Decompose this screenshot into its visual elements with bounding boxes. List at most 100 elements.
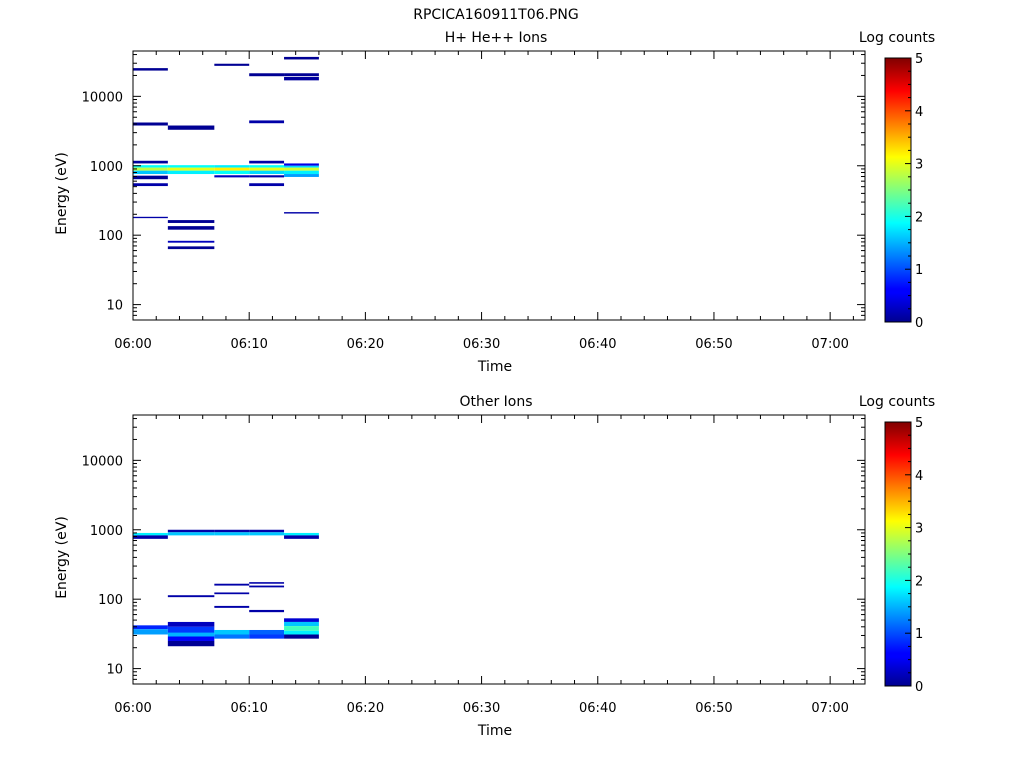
heatmap-cell: [249, 167, 285, 171]
heatmap-cell: [284, 621, 319, 627]
heatmap-cell: [167, 621, 215, 627]
heatmap-cell: [133, 160, 168, 164]
x-tick-label: 07:00: [811, 337, 848, 352]
heatmap-cell: [284, 535, 319, 539]
x-tick-label: 06:10: [230, 337, 267, 352]
heatmap-cell: [249, 629, 285, 635]
heatmap-cell: [133, 532, 168, 536]
x-axis-label: Time: [477, 723, 512, 739]
y-tick-label: 10: [106, 663, 123, 678]
x-tick-label: 06:50: [695, 701, 732, 716]
heatmap-cell: [249, 585, 285, 588]
heatmap-cell: [284, 165, 319, 168]
heatmap-cell: [167, 640, 215, 647]
colorbar-tick-label: 2: [915, 210, 923, 225]
heatmap-cell: [249, 170, 285, 175]
plot-frame: [132, 414, 866, 685]
y-tick-label: 1000: [90, 160, 123, 175]
heatmap-cell: [133, 629, 168, 635]
x-tick-label: 06:40: [579, 701, 616, 716]
heatmap-cell: [214, 629, 250, 635]
y-tick-label: 10: [106, 299, 123, 314]
x-tick-label: 06:20: [347, 337, 384, 352]
heatmap-cell: [249, 532, 285, 536]
panel-other-ions: Other Ions 06:00 06:10 06:20 06:30 06:40 06:50…: [54, 394, 935, 739]
heatmap-cell: [167, 125, 215, 130]
x-tick-label: 07:00: [811, 701, 848, 716]
heatmap-cell: [249, 582, 285, 584]
x-tick-label: 06:00: [114, 701, 151, 716]
heatmap-cell: [249, 634, 285, 639]
heatmap-cell: [284, 167, 319, 171]
heatmap-cell: [214, 605, 250, 608]
y-tick-label: 1000: [90, 524, 123, 539]
heatmap-cell: [133, 535, 168, 539]
heatmap-cell: [167, 626, 215, 634]
colorbar-tick-label: 4: [915, 469, 923, 484]
heatmap-cell: [284, 618, 319, 622]
heatmap-cell: [214, 583, 250, 586]
heatmap-cell: [249, 609, 285, 613]
heatmap-cell: [214, 634, 250, 639]
x-axis: 06:00 06:10 06:20 06:30 06:40 06:50 07:00 Time: [114, 51, 854, 375]
heatmap-cell: [284, 532, 319, 536]
heatmap-cell: [167, 636, 215, 641]
heatmap-cell: [284, 170, 319, 175]
y-axis-label: Energy (eV): [54, 516, 70, 599]
x-tick-label: 06:10: [230, 701, 267, 716]
colorbar: Log counts 0 1 2 3 4 5: [859, 394, 935, 695]
heatmap-cell: [167, 220, 215, 223]
heatmap-cell: [249, 165, 285, 168]
heatmap-cell: [167, 529, 215, 533]
heatmap-cell: [284, 626, 319, 631]
heatmap-cell: [167, 226, 215, 230]
x-tick-label: 06:20: [347, 701, 384, 716]
heatmap-cell: [214, 165, 250, 168]
y-tick-label: 10000: [82, 90, 123, 105]
y-axis: 10 100 1000 10000 Energy (eV): [54, 418, 865, 685]
heatmap-cells: [133, 56, 319, 250]
colorbar-tick-label: 3: [915, 158, 923, 173]
heatmap-cell: [214, 529, 250, 533]
heatmap-cell: [284, 630, 319, 635]
colorbar-gradient: [884, 57, 912, 323]
x-tick-label: 06:30: [463, 337, 500, 352]
colorbar: Log counts 0 1 2 3 4 5: [859, 30, 935, 331]
heatmap-cell: [167, 165, 215, 168]
figure-title: RPCICA160911T06.PNG: [413, 7, 578, 23]
heatmap-cell: [284, 163, 319, 166]
colorbar-label: Log counts: [859, 30, 935, 46]
y-tick-label: 100: [98, 593, 123, 608]
x-tick-label: 06:40: [579, 337, 616, 352]
heatmap-cell: [167, 167, 215, 171]
heatmap-cell: [284, 634, 319, 639]
heatmap-cell: [167, 532, 215, 536]
colorbar-tick-label: 5: [915, 52, 923, 67]
colorbar-gradient: [884, 421, 912, 687]
x-tick-label: 06:00: [114, 337, 151, 352]
colorbar-tick-label: 1: [915, 627, 923, 642]
heatmap-cell: [284, 56, 319, 60]
y-tick-label: 100: [98, 229, 123, 244]
panel-title: H+ He++ Ions: [445, 30, 548, 46]
heatmap-cell: [249, 73, 285, 77]
heatmap-cell: [284, 76, 319, 81]
heatmap-cell: [133, 170, 168, 175]
heatmap-cell: [214, 167, 250, 171]
colorbar-tick-label: 0: [915, 680, 923, 695]
heatmap-cells: [133, 529, 319, 647]
panels: H+ He++ Ions 06:00 06:10 06:20 06:30 06:40 06:…: [54, 30, 935, 739]
colorbar-tick-label: 5: [915, 416, 923, 431]
plot-frame: [132, 50, 866, 321]
heatmap-cell: [284, 73, 319, 77]
heatmap-cell: [133, 625, 168, 630]
colorbar-tick-label: 1: [915, 263, 923, 278]
heatmap-cell: [167, 240, 215, 243]
heatmap-cell: [133, 122, 168, 126]
heatmap-cell: [249, 529, 285, 533]
colorbar-tick-label: 0: [915, 316, 923, 331]
heatmap-cell: [214, 175, 250, 178]
heatmap-cell: [167, 632, 215, 637]
heatmap-cell: [167, 170, 215, 175]
